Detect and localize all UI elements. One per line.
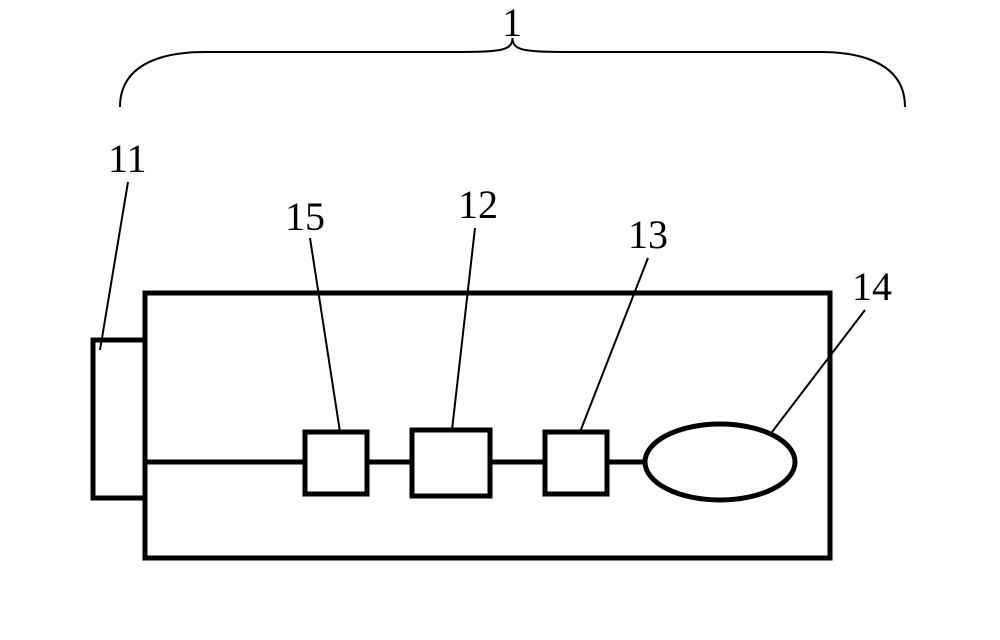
label-12: 12 <box>458 182 498 227</box>
lead-line-15 <box>310 238 340 432</box>
technical-diagram: 1 11 15 12 13 14 <box>0 0 1000 640</box>
label-14: 14 <box>852 264 892 309</box>
block-15 <box>305 432 367 494</box>
block-12 <box>412 430 490 496</box>
label-13: 13 <box>628 212 668 257</box>
lead-line-13 <box>580 258 648 432</box>
block-14-ellipse <box>645 424 795 500</box>
lead-line-14 <box>772 310 865 432</box>
block-13 <box>545 432 607 494</box>
label-1: 1 <box>502 0 522 45</box>
connector-block-11 <box>93 340 145 498</box>
label-11: 11 <box>108 136 147 181</box>
brace-span <box>120 38 905 107</box>
lead-line-12 <box>452 228 475 430</box>
label-15: 15 <box>285 194 325 239</box>
lead-line-11 <box>100 182 128 350</box>
